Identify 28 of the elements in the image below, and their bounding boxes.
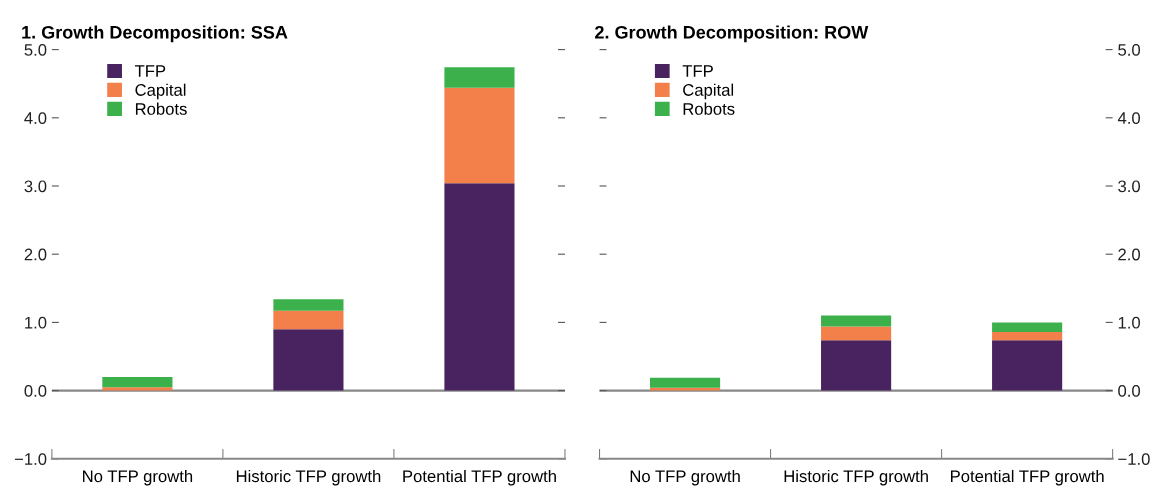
legend-label: Capital bbox=[683, 83, 734, 100]
legend-label: Robots bbox=[135, 102, 187, 115]
y-tick-label: −1.0 bbox=[1118, 453, 1150, 465]
y-tick-label: 3.0 bbox=[24, 180, 47, 193]
x-tick-label: Potential TFP growth bbox=[403, 469, 556, 486]
chart-title: 2. Growth Decomposition: ROW bbox=[595, 25, 869, 43]
legend-label: TFP bbox=[134, 65, 166, 77]
y-tick-label: 2.0 bbox=[1118, 248, 1141, 261]
legend-label: TFP bbox=[682, 65, 713, 77]
y-tick-label: 1.0 bbox=[25, 316, 47, 329]
x-tick-label: Historic TFP growth bbox=[236, 469, 381, 486]
y-tick-label: 4.0 bbox=[1117, 112, 1141, 124]
y-tick-label: 2.0 bbox=[24, 248, 47, 261]
x-tick-label: Historic TFP growth bbox=[784, 469, 928, 486]
y-tick-label: 0.0 bbox=[1118, 385, 1141, 397]
x-tick-label: No TFP growth bbox=[630, 469, 740, 486]
x-tick-label: Potential TFP growth bbox=[950, 469, 1104, 486]
y-tick-label: 1.0 bbox=[1118, 316, 1141, 329]
y-tick-label: 5.0 bbox=[24, 44, 47, 56]
y-tick-label: 5.0 bbox=[1118, 44, 1141, 56]
chart-title: 1. Growth Decomposition: SSA bbox=[22, 25, 288, 43]
x-tick-label: No TFP growth bbox=[83, 469, 193, 486]
y-tick-label: 3.0 bbox=[1118, 180, 1141, 193]
y-tick-label: 0.0 bbox=[24, 385, 47, 397]
legend-label: Capital bbox=[135, 83, 186, 100]
y-tick-label: −1.0 bbox=[14, 453, 47, 465]
legend-label: Robots bbox=[683, 102, 735, 115]
y-tick-label: 4.0 bbox=[24, 112, 47, 124]
